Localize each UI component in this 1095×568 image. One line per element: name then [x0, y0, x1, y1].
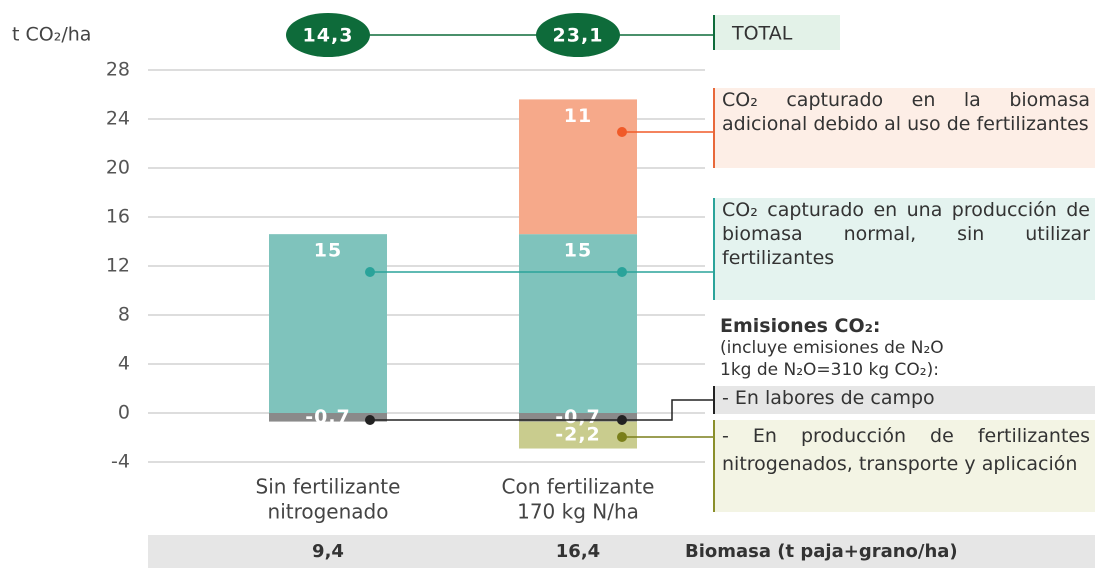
total-value: 14,3	[303, 25, 354, 47]
legend-entry: - En labores de campo	[713, 386, 1095, 414]
dot	[617, 267, 627, 277]
value-label: 15	[564, 240, 592, 262]
total-label: TOTAL	[731, 23, 793, 45]
dot	[617, 432, 627, 442]
y-tick-label: 16	[106, 206, 130, 228]
bar	[519, 421, 637, 449]
dot	[365, 267, 375, 277]
y-tick-label: 12	[106, 255, 130, 277]
emissions-title: Emisiones CO₂:	[720, 315, 881, 337]
value-label: -0,7	[305, 406, 351, 428]
biomass-strip	[148, 535, 1095, 568]
biomass-value: 16,4	[556, 541, 600, 562]
bar	[269, 234, 387, 413]
total-value: 23,1	[553, 25, 604, 47]
legend-entry: CO₂ capturado en la biomasa adicional de…	[713, 88, 1095, 168]
dot	[617, 127, 627, 137]
connector	[370, 399, 713, 421]
emissions-note: (incluye emisiones de N₂O	[720, 338, 944, 358]
total-badge	[286, 13, 370, 57]
y-tick-label: 28	[106, 59, 130, 81]
bar	[519, 413, 637, 422]
x-tick-label: Sin fertilizante	[256, 475, 401, 499]
bar	[519, 99, 637, 235]
biomass-value: 9,4	[312, 541, 344, 562]
emissions-note: 1kg de N₂O=310 kg CO₂):	[720, 360, 939, 380]
biomass-label: Biomasa (t paja+grano/ha)	[685, 541, 958, 562]
value-label: -2,2	[555, 424, 601, 446]
y-tick-label: 20	[106, 157, 130, 179]
y-tick-label: 0	[118, 402, 130, 424]
y-tick-label: 24	[106, 108, 130, 130]
value-label: 11	[564, 105, 592, 127]
bar	[519, 234, 637, 413]
y-tick-label: 4	[118, 353, 130, 375]
x-tick-label: nitrogenado	[268, 500, 389, 524]
y-axis-label: t CO₂/ha	[12, 24, 91, 46]
dot	[365, 415, 375, 425]
y-tick-label: 8	[118, 304, 130, 326]
value-label: -0,7	[555, 406, 601, 428]
legend-entry: CO₂ capturado en una producción de bioma…	[713, 198, 1095, 300]
value-label: 15	[314, 240, 342, 262]
legend-entry: - En producción de fertilizantes nitroge…	[713, 420, 1095, 512]
bar	[269, 413, 387, 422]
x-tick-label: Con fertilizante	[502, 475, 655, 499]
total-badge	[536, 13, 620, 57]
y-tick-label: -4	[111, 451, 130, 473]
x-tick-label: 170 kg N/ha	[517, 500, 639, 524]
emissions-heading: Emisiones CO₂: (incluye emisiones de N₂O…	[720, 315, 944, 381]
total-box	[713, 15, 840, 50]
dot	[617, 415, 627, 425]
